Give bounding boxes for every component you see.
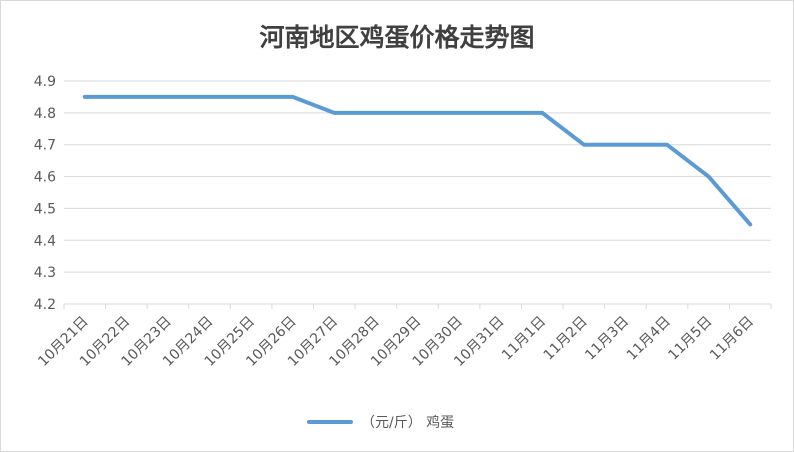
- legend-label: （元/斤） 鸡蛋: [361, 414, 454, 431]
- x-tick-label: 11月1日: [499, 314, 549, 364]
- series-layer: [82, 94, 753, 227]
- x-tick-label: 11月5日: [665, 314, 715, 364]
- y-tick-label: 4.5: [34, 201, 56, 217]
- x-tick-label: 11月3日: [582, 314, 632, 364]
- y-axis-ticks: 4.2 4.3 4.4 4.5 4.6 4.7 4.8 4.9: [34, 74, 56, 313]
- y-tick-label: 4.6: [34, 170, 56, 186]
- x-tick-label: 11月2日: [541, 314, 591, 364]
- y-tick-label: 4.8: [34, 106, 56, 122]
- legend: （元/斤） 鸡蛋: [307, 414, 454, 431]
- x-axis-ticks: 10月21日10月22日10月23日10月24日10月25日10月26日10月2…: [35, 314, 757, 370]
- series-line: [82, 94, 753, 227]
- chart-title: 河南地区鸡蛋价格走势图: [259, 23, 534, 52]
- x-tick-label: 11月6日: [707, 314, 757, 364]
- y-tick-label: 4.2: [34, 297, 56, 313]
- y-tick-label: 4.3: [34, 265, 56, 281]
- grid-layer: [63, 80, 772, 309]
- y-tick-label: 4.4: [34, 233, 56, 249]
- x-tick-label: 11月4日: [624, 314, 674, 364]
- y-tick-label: 4.9: [34, 74, 56, 90]
- y-tick-label: 4.7: [34, 138, 56, 154]
